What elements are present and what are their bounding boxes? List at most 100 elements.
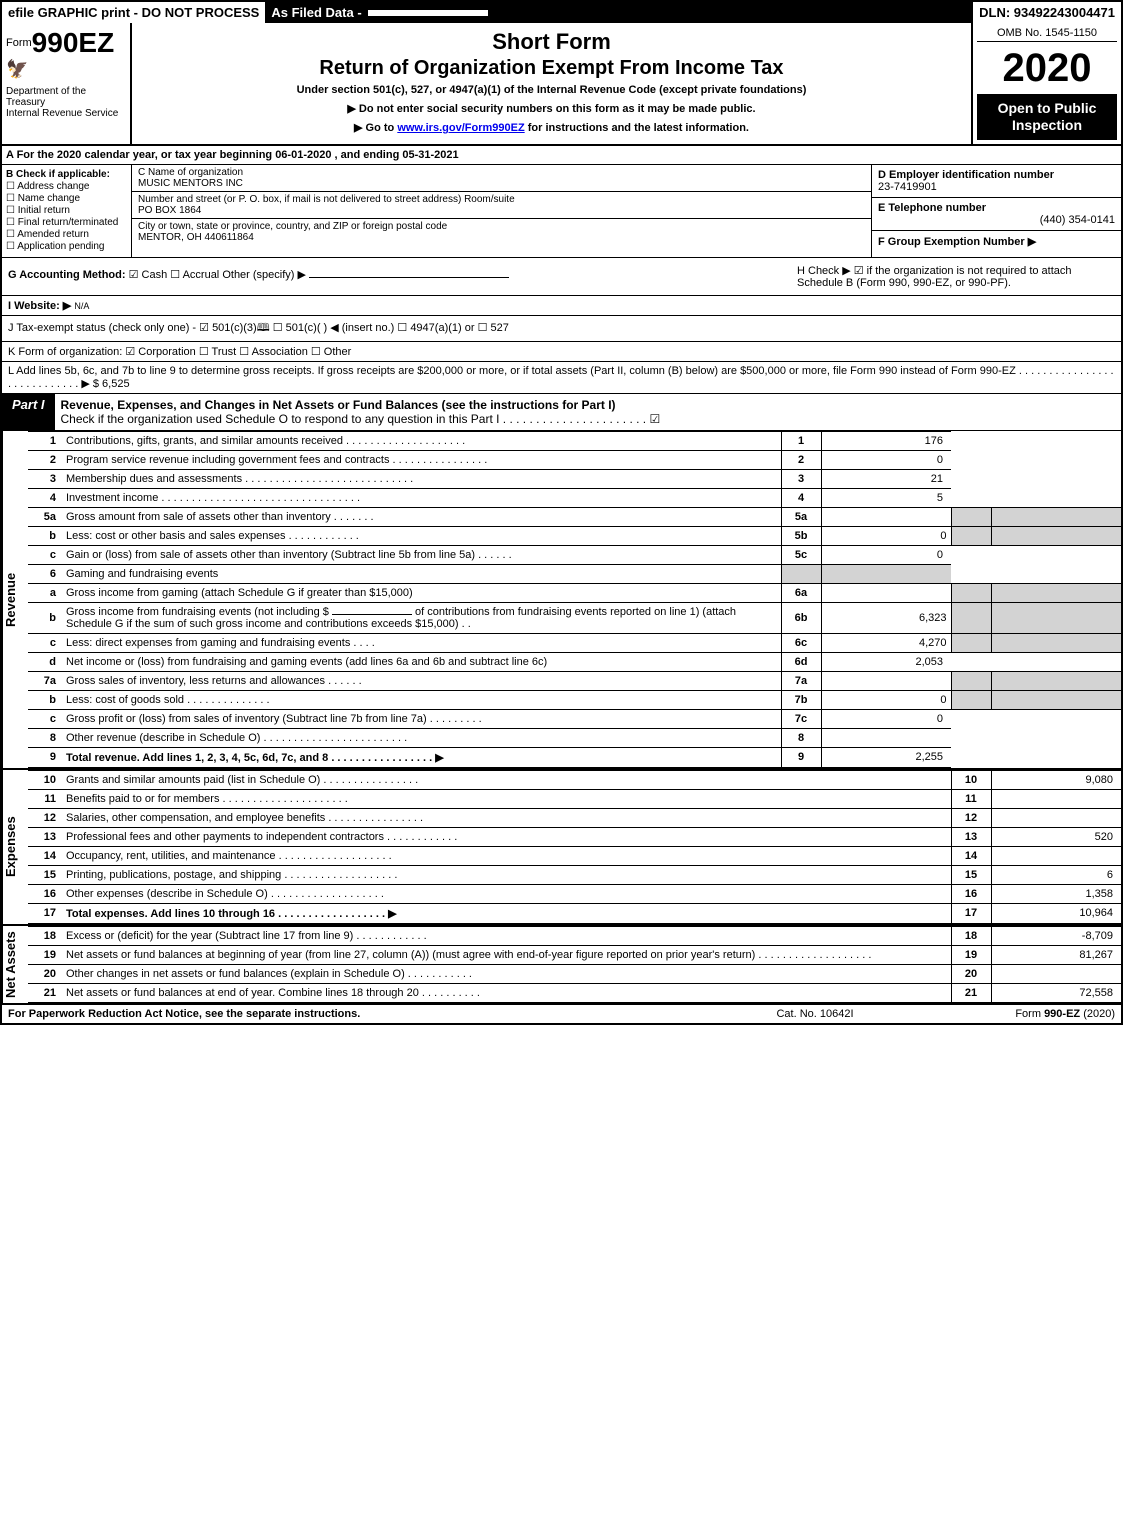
row-11: 11Benefits paid to or for members . . . … — [28, 789, 1121, 808]
g-other[interactable]: Other (specify) ▶ — [222, 269, 306, 281]
row-7c-box: 7c — [781, 709, 821, 728]
row-6c: cLess: direct expenses from gaming and f… — [28, 633, 1121, 652]
row-5b: bLess: cost or other basis and sales exp… — [28, 526, 1121, 545]
row-7b: bLess: cost of goods sold . . . . . . . … — [28, 690, 1121, 709]
cbx-name-change[interactable]: ☐ Name change — [6, 193, 127, 204]
row-19: 19Net assets or fund balances at beginni… — [28, 945, 1121, 964]
header-right: OMB No. 1545-1150 2020 Open to Public In… — [971, 23, 1121, 144]
subtitle: Under section 501(c), 527, or 4947(a)(1)… — [140, 84, 963, 96]
row-8-text: Other revenue (describe in Schedule O) .… — [60, 728, 781, 747]
row-7a-text: Gross sales of inventory, less returns a… — [60, 671, 781, 690]
k-row: K Form of organization: ☑ Corporation ☐ … — [2, 342, 1121, 362]
row-15-amt: 6 — [991, 865, 1121, 884]
g-accrual[interactable]: ☐ Accrual — [170, 269, 219, 281]
row-6a-mbox: 6a — [781, 583, 821, 602]
top-bar: efile GRAPHIC print - DO NOT PROCESS As … — [2, 2, 1121, 23]
row-20: 20Other changes in net assets or fund ba… — [28, 964, 1121, 983]
row-19-amt: 81,267 — [991, 945, 1121, 964]
row-3-box: 3 — [781, 469, 821, 488]
row-6a-mamt — [821, 583, 951, 602]
row-17-amt: 10,964 — [991, 903, 1121, 923]
row-6b-blank[interactable] — [332, 614, 412, 615]
row-17-bold: Total expenses. Add lines 10 through 16 … — [66, 908, 397, 920]
row-10-amt: 9,080 — [991, 770, 1121, 789]
row-3-text: Membership dues and assessments . . . . … — [60, 469, 781, 488]
cbx-final-return[interactable]: ☐ Final return/terminated — [6, 217, 127, 228]
row-7b-mbox: 7b — [781, 690, 821, 709]
row-13-text: Professional fees and other payments to … — [60, 827, 951, 846]
g-cash[interactable]: ☑ Cash — [129, 269, 168, 281]
arrow2-post: for instructions and the latest informat… — [525, 122, 749, 134]
arrow2-pre: ▶ Go to — [354, 122, 397, 134]
row-16-amt: 1,358 — [991, 884, 1121, 903]
row-5a-text: Gross amount from sale of assets other t… — [60, 507, 781, 526]
row-6-shade-box — [781, 564, 821, 583]
row-12-amt — [991, 808, 1121, 827]
row-16-text: Other expenses (describe in Schedule O) … — [60, 884, 951, 903]
revenue-section: Revenue 1Contributions, gifts, grants, a… — [2, 431, 1121, 770]
h-block: H Check ▶ ☑ if the organization is not r… — [791, 258, 1121, 295]
row-7a-shade-box — [951, 671, 991, 690]
row-1: 1Contributions, gifts, grants, and simil… — [28, 431, 1121, 450]
tax-year: 2020 — [977, 48, 1117, 88]
row-7a-mbox: 7a — [781, 671, 821, 690]
row-5b-text: Less: cost or other basis and sales expe… — [60, 526, 781, 545]
dept3: Internal Revenue Service — [6, 108, 126, 119]
c-street-row: Number and street (or P. O. box, if mail… — [132, 192, 871, 219]
row-6d-box: 6d — [781, 652, 821, 671]
row-7c: cGross profit or (loss) from sales of in… — [28, 709, 1121, 728]
d-block: D Employer identification number 23-7419… — [872, 165, 1121, 198]
row-13-box: 13 — [951, 827, 991, 846]
footer-left: For Paperwork Reduction Act Notice, see … — [8, 1008, 715, 1020]
row-9-text: Total revenue. Add lines 1, 2, 3, 4, 5c,… — [60, 747, 781, 767]
form-number: Form990EZ — [6, 27, 126, 59]
row-13-amt: 520 — [991, 827, 1121, 846]
row-5a: 5aGross amount from sale of assets other… — [28, 507, 1121, 526]
eagle-icon: 🦅 — [6, 59, 126, 80]
row-18: 18Excess or (deficit) for the year (Subt… — [28, 926, 1121, 945]
row-12: 12Salaries, other compensation, and empl… — [28, 808, 1121, 827]
row-4-box: 4 — [781, 488, 821, 507]
g-label: G Accounting Method: — [8, 269, 126, 281]
cbx-address-change[interactable]: ☐ Address change — [6, 181, 127, 192]
f-block: F Group Exemption Number ▶ — [872, 231, 1121, 252]
netassets-section: Net Assets 18Excess or (deficit) for the… — [2, 926, 1121, 1003]
row-7b-shade-amt — [991, 690, 1121, 709]
dln-label: DLN: 93492243004471 — [973, 2, 1121, 23]
row-20-text: Other changes in net assets or fund bala… — [60, 964, 951, 983]
row-7b-shade-box — [951, 690, 991, 709]
cbx-amended-return[interactable]: ☐ Amended return — [6, 229, 127, 240]
row-5a-shade-amt — [991, 507, 1121, 526]
cbx-application-pending[interactable]: ☐ Application pending — [6, 241, 127, 252]
row-11-text: Benefits paid to or for members . . . . … — [60, 789, 951, 808]
row-15-text: Printing, publications, postage, and shi… — [60, 865, 951, 884]
row-6: 6Gaming and fundraising events — [28, 564, 1121, 583]
irs-link[interactable]: www.irs.gov/Form990EZ — [397, 122, 524, 134]
section-b: B Check if applicable: ☐ Address change … — [2, 165, 132, 257]
row-7c-text: Gross profit or (loss) from sales of inv… — [60, 709, 781, 728]
row-6b: bGross income from fundraising events (n… — [28, 602, 1121, 633]
row-4-amt: 5 — [821, 488, 951, 507]
row-6b-shade-amt — [991, 602, 1121, 633]
g-other-input[interactable] — [309, 277, 509, 278]
org-info-block: B Check if applicable: ☐ Address change … — [2, 165, 1121, 258]
form-prefix: Form — [6, 37, 32, 49]
row-6d-amt: 2,053 — [821, 652, 951, 671]
row-6-text: Gaming and fundraising events — [60, 564, 781, 583]
cbx-amended-label: Amended return — [17, 229, 89, 240]
row-6b-mbox: 6b — [781, 602, 821, 633]
row-6d: dNet income or (loss) from fundraising a… — [28, 652, 1121, 671]
part1-checko: Check if the organization used Schedule … — [61, 412, 661, 426]
row-5c: cGain or (loss) from sale of assets othe… — [28, 545, 1121, 564]
revenue-vert-label: Revenue — [2, 431, 28, 768]
row-9-amt: 2,255 — [821, 747, 951, 767]
cbx-name-label: Name change — [18, 193, 80, 204]
row-14: 14Occupancy, rent, utilities, and mainte… — [28, 846, 1121, 865]
row-7b-text: Less: cost of goods sold . . . . . . . .… — [60, 690, 781, 709]
footer-mid: Cat. No. 10642I — [715, 1008, 915, 1020]
row-17: 17Total expenses. Add lines 10 through 1… — [28, 903, 1121, 923]
c-name-value: MUSIC MENTORS INC — [138, 178, 865, 189]
cbx-initial-return[interactable]: ☐ Initial return — [6, 205, 127, 216]
footer: For Paperwork Reduction Act Notice, see … — [2, 1003, 1121, 1023]
form-num: 990EZ — [32, 27, 115, 58]
